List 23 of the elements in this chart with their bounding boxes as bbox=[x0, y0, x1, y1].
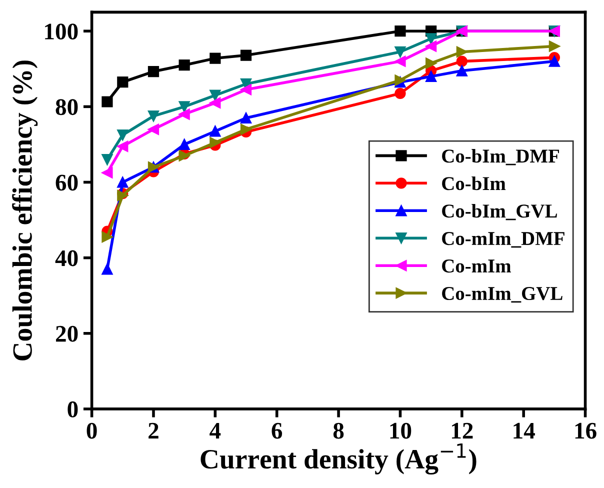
legend-label: Co-mIm_GVL bbox=[442, 286, 562, 303]
x-tick-label: 2 bbox=[148, 422, 158, 439]
x-tick-label: 16 bbox=[575, 422, 596, 439]
legend-label: Co-bIm bbox=[442, 176, 506, 190]
legend-label: Co-mIm bbox=[442, 260, 511, 273]
y-tick-label: 100 bbox=[45, 24, 78, 40]
x-tick-label: 6 bbox=[272, 422, 282, 439]
x-axis-title: Current density (Ag$^{−1}$) bbox=[200, 444, 476, 474]
y-axis-title: Coulombic efficiency (%) bbox=[12, 60, 38, 360]
x-tick-label: 14 bbox=[514, 422, 535, 439]
y-tick-label: 80 bbox=[56, 99, 78, 116]
y-tick-label: 60 bbox=[56, 174, 78, 191]
legend-label: Co-mIm_DMF bbox=[442, 232, 564, 248]
legend-label: Co-bIm_DMF bbox=[442, 149, 559, 166]
legend-label: Co-bIm_GVL bbox=[442, 204, 557, 220]
y-tick-label: 0 bbox=[68, 401, 78, 418]
x-tick-label: 4 bbox=[210, 422, 221, 439]
y-tick-label: 40 bbox=[55, 250, 78, 266]
x-tick-label: 12 bbox=[452, 422, 473, 439]
y-tick-label: 20 bbox=[56, 326, 78, 342]
x-tick-label: 0 bbox=[86, 422, 97, 439]
x-tick-label: 10 bbox=[390, 422, 412, 439]
x-tick-label: 8 bbox=[333, 422, 344, 439]
